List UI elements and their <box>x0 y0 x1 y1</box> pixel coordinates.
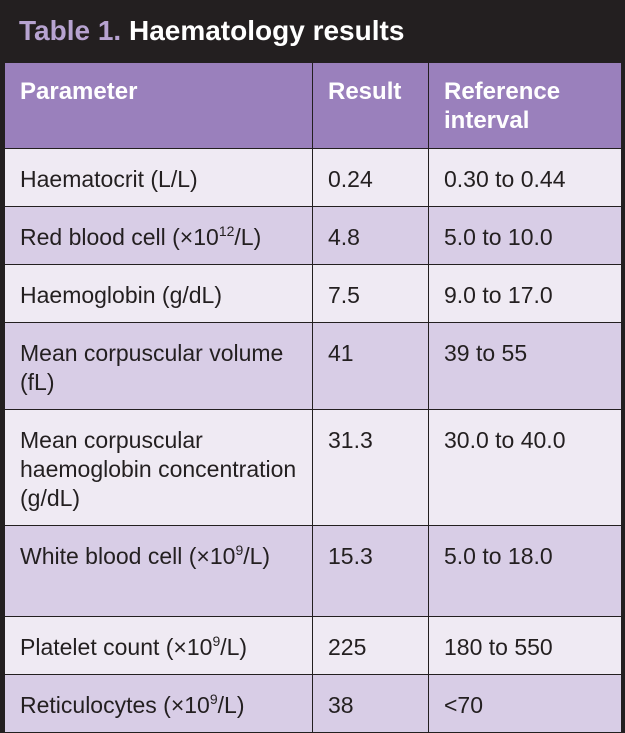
result-cell: 7.5 <box>312 264 429 323</box>
reference-cell: 9.0 to 17.0 <box>428 264 622 323</box>
table-row: Red blood cell (×1012/L) 4.8 5.0 to 10.0 <box>4 206 622 265</box>
parameter-cell: Mean corpuscular haemoglobin concentrati… <box>4 409 313 526</box>
table-row: Haematocrit (L/L) 0.24 0.30 to 0.44 <box>4 148 622 207</box>
table-title-text: Haematology results <box>128 15 405 46</box>
parameter-superscript: 9 <box>212 633 221 649</box>
parameter-cell: Red blood cell (×1012/L) <box>4 206 313 265</box>
result-cell: 38 <box>312 674 429 733</box>
table-title: Table 1. Haematology results <box>0 0 625 62</box>
column-header-result: Result <box>312 62 429 149</box>
column-header-parameter: Parameter <box>4 62 313 149</box>
table-row: Reticulocytes (×109/L) 38 <70 <box>4 674 622 733</box>
parameter-unit-suffix: /L) <box>243 543 271 569</box>
parameter-text: Red blood cell (×10 <box>20 224 219 250</box>
reference-cell: 0.30 to 0.44 <box>428 148 622 207</box>
result-cell: 31.3 <box>312 409 429 526</box>
parameter-superscript: 9 <box>235 542 244 558</box>
column-header-reference-interval: Reference interval <box>428 62 622 149</box>
table-header-row: Parameter Result Reference interval <box>4 62 622 149</box>
parameter-unit-suffix: /L) <box>217 692 245 718</box>
result-cell: 0.24 <box>312 148 429 207</box>
table-row: White blood cell (×109/L) 15.3 5.0 to 18… <box>4 525 622 617</box>
parameter-unit-suffix: /L) <box>234 224 262 250</box>
result-cell: 15.3 <box>312 525 429 617</box>
reference-cell: 39 to 55 <box>428 322 622 410</box>
reference-cell: 5.0 to 18.0 <box>428 525 622 617</box>
parameter-superscript: 9 <box>209 691 218 707</box>
haematology-results-table: Parameter Result Reference interval Haem… <box>4 62 622 733</box>
result-cell: 4.8 <box>312 206 429 265</box>
parameter-superscript: 12 <box>218 223 235 239</box>
reference-cell: 180 to 550 <box>428 616 622 675</box>
parameter-unit-suffix: /L) <box>220 634 248 660</box>
parameter-cell: Haemoglobin (g/dL) <box>4 264 313 323</box>
parameter-text: Platelet count (×10 <box>20 634 213 660</box>
reference-cell: 30.0 to 40.0 <box>428 409 622 526</box>
parameter-cell: White blood cell (×109/L) <box>4 525 313 617</box>
parameter-cell: Reticulocytes (×109/L) <box>4 674 313 733</box>
parameter-cell: Mean corpuscular volume (fL) <box>4 322 313 410</box>
table-row: Mean corpuscular volume (fL) 41 39 to 55 <box>4 322 622 410</box>
table-row: Platelet count (×109/L) 225 180 to 550 <box>4 616 622 675</box>
parameter-cell: Platelet count (×109/L) <box>4 616 313 675</box>
table-row: Mean corpuscular haemoglobin concentrati… <box>4 409 622 526</box>
parameter-text: Reticulocytes (×10 <box>20 692 210 718</box>
result-cell: 41 <box>312 322 429 410</box>
reference-cell: <70 <box>428 674 622 733</box>
table-row: Haemoglobin (g/dL) 7.5 9.0 to 17.0 <box>4 264 622 323</box>
result-cell: 225 <box>312 616 429 675</box>
parameter-text: White blood cell (×10 <box>20 543 236 569</box>
parameter-cell: Haematocrit (L/L) <box>4 148 313 207</box>
reference-cell: 5.0 to 10.0 <box>428 206 622 265</box>
table-number-label: Table 1. <box>19 15 122 46</box>
